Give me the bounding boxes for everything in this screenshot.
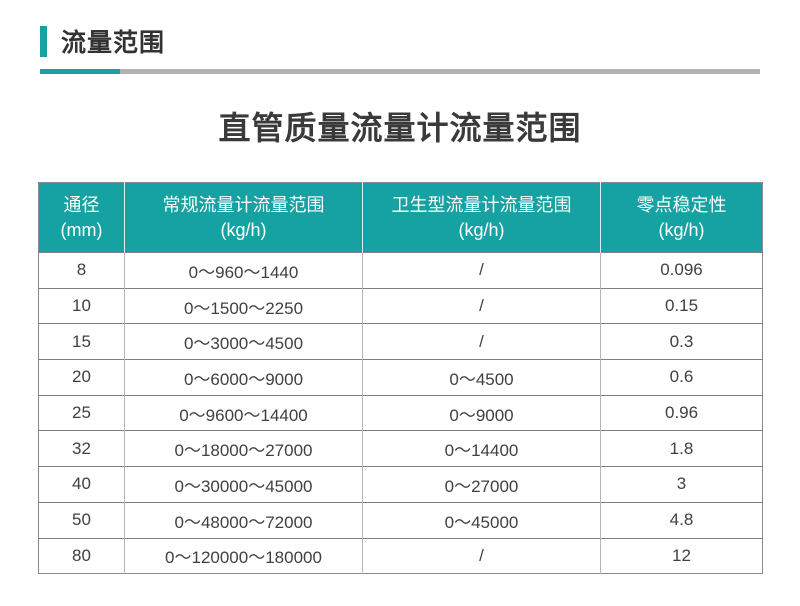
section-title: 流量范围 (61, 29, 166, 57)
table-header: 通径 (mm) 常规流量计流量范围 (kg/h) 卫生型流量计流量范围 (kg/… (38, 182, 763, 253)
table-cell: 4.8 (600, 501, 763, 538)
table-cell: 8 (38, 252, 125, 289)
column-label: 通径 (63, 195, 100, 216)
table-cell: / (362, 323, 601, 360)
table-row: 25 0～9600～14400 0～9000 0.96 (38, 394, 763, 431)
column-header-zero-stability: 零点稳定性 (kg/h) (600, 182, 763, 253)
table-row: 8 0～960～1440/0.096 (38, 252, 763, 289)
table-cell: 0～1500～2250 (124, 287, 363, 324)
column-unit: (kg/h) (658, 219, 705, 240)
table-cell: 0～3000～4500 (124, 323, 363, 360)
section-divider (40, 69, 760, 74)
table-cell: 12 (600, 537, 763, 574)
column-header-standard-range: 常规流量计流量范围 (kg/h) (124, 182, 363, 253)
table-cell: 20 (38, 359, 125, 396)
table-cell: 40 (38, 466, 125, 503)
table-cell: / (362, 287, 601, 324)
table-cell: 0～4500 (362, 359, 601, 396)
table-body: 8 0～960～1440/0.096 10 0～1500～2250/0.15 15 0～3… (38, 252, 763, 574)
table-cell: 0～9000 (362, 394, 601, 431)
accent-bar-icon (40, 25, 47, 57)
table-cell: 0～45000 (362, 501, 601, 538)
table-cell: 3 (600, 466, 763, 503)
table-cell: 0～120000～180000 (124, 537, 363, 574)
table-cell: 80 (38, 537, 125, 574)
table-cell: 50 (38, 501, 125, 538)
table-cell: 10 (38, 287, 125, 324)
table-row: 80 0～120000～180000/12 (38, 537, 763, 574)
table-cell: 0.096 (600, 252, 763, 289)
column-label: 卫生型流量计流量范围 (391, 195, 572, 216)
header-row: 通径 (mm) 常规流量计流量范围 (kg/h) 卫生型流量计流量范围 (kg/… (38, 182, 763, 253)
table-cell: / (362, 537, 601, 574)
column-unit: (kg/h) (220, 219, 267, 240)
table-row: 10 0～1500～2250/0.15 (38, 287, 763, 324)
table-cell: 0.15 (600, 287, 763, 324)
table-row: 32 0～18000～27000 0～14400 1.8 (38, 430, 763, 467)
table-cell: 0～6000～9000 (124, 359, 363, 396)
table-cell: 1.8 (600, 430, 763, 467)
column-header-diameter: 通径 (mm) (38, 182, 125, 253)
column-label: 零点稳定性 (636, 195, 727, 216)
table-row: 50 0～48000～72000 0～45000 4.8 (38, 501, 763, 538)
table-cell: 0～14400 (362, 430, 601, 467)
table-cell: 0.6 (600, 359, 763, 396)
table-cell: 25 (38, 394, 125, 431)
table-cell: / (362, 252, 601, 289)
table-cell: 0.3 (600, 323, 763, 360)
table-cell: 0～48000～72000 (124, 501, 363, 538)
table-cell: 15 (38, 323, 125, 360)
table-title: 直管质量流量计流量范围 (218, 110, 582, 146)
column-header-sanitary-range: 卫生型流量计流量范围 (kg/h) (362, 182, 601, 253)
section-header: 流量范围 (40, 23, 165, 59)
table-cell: 0～30000～45000 (124, 466, 363, 503)
table-cell: 0.96 (600, 394, 763, 431)
table-cell: 0～18000～27000 (124, 430, 363, 467)
table-row: 40 0～30000～45000 0～27000 3 (38, 466, 763, 503)
table-cell: 0～27000 (362, 466, 601, 503)
table-row: 15 0～3000～4500/0.3 (38, 323, 763, 360)
table-cell: 32 (38, 430, 125, 467)
table-cell: 0～960～1440 (124, 252, 363, 289)
table-row: 20 0～6000～9000 0～4500 0.6 (38, 359, 763, 396)
column-label: 常规流量计流量范围 (162, 195, 325, 216)
column-unit: (mm) (60, 219, 103, 240)
flow-range-table: 通径 (mm) 常规流量计流量范围 (kg/h) 卫生型流量计流量范围 (kg/… (38, 182, 763, 575)
column-unit: (kg/h) (458, 219, 505, 240)
table-cell: 0～9600～14400 (124, 394, 363, 431)
